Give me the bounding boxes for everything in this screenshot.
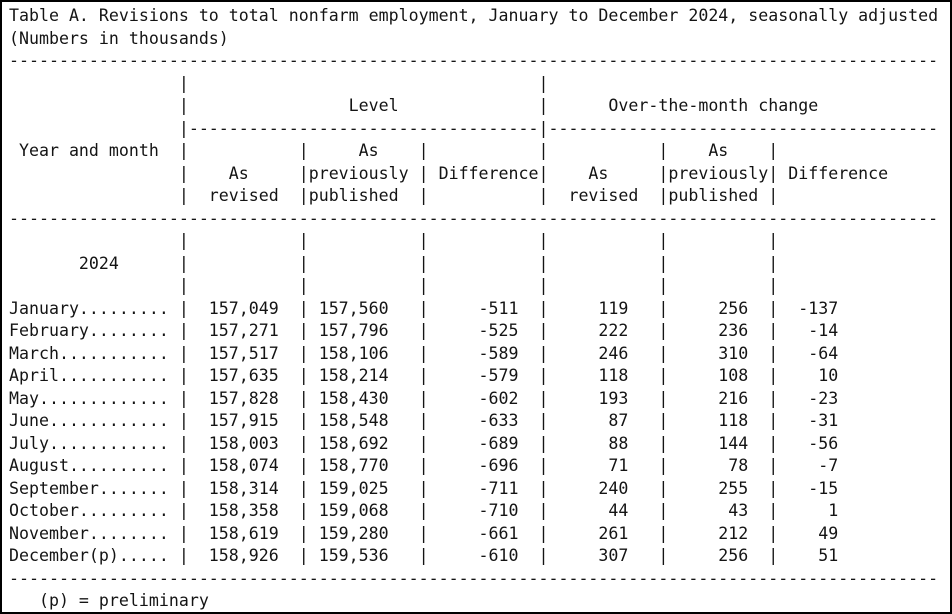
- year-row: 2024 | | | | | |: [9, 253, 779, 273]
- data-row-may: May............. | 157,828 | 158,430 | -…: [9, 388, 839, 408]
- separator-bottom: ----------------------------------------…: [9, 568, 939, 588]
- separator-top: ----------------------------------------…: [9, 51, 939, 70]
- data-row-january: January......... | 157,049 | 157,560 | -…: [9, 298, 839, 318]
- data-row-march: March........... | 157,517 | 158,106 | -…: [9, 343, 839, 363]
- footnote-line: (p) = preliminary: [9, 591, 209, 610]
- column-header-row-3: | revised |published | | revised |publis…: [9, 186, 779, 205]
- data-row-july: July............ | 158,003 | 158,692 | -…: [9, 433, 839, 453]
- data-row-august: August.......... | 158,074 | 158,770 | -…: [9, 456, 839, 475]
- data-row-september: September....... | 158,314 | 159,025 | -…: [9, 478, 839, 498]
- data-row-april: April........... | 157,635 | 158,214 | -…: [9, 366, 839, 385]
- title-line: Table A. Revisions to total nonfarm empl…: [9, 6, 939, 25]
- group-header-row: | Level | Over-the-month change: [9, 96, 819, 115]
- data-row-decemberp: December(p)..... | 158,926 | 159,536 | -…: [9, 546, 839, 565]
- column-header-row-1: Year and month | | As | | | As |: [9, 141, 779, 160]
- group-header-underline: |-----------------------------------|---…: [9, 118, 939, 138]
- grid-row-empty-1: | | | | | |: [9, 231, 779, 250]
- data-row-october: October......... | 158,358 | 159,068 | -…: [9, 501, 839, 520]
- data-row-february: February........ | 157,271 | 157,796 | -…: [9, 321, 839, 340]
- column-header-row-2: | As |previously | Difference| As |previ…: [9, 163, 889, 183]
- subtitle-line: (Numbers in thousands): [9, 28, 229, 48]
- grid-row-empty-2: | | | | | |: [9, 276, 779, 295]
- data-row-june: June............ | 157,915 | 158,548 | -…: [9, 411, 839, 430]
- separator-header: ----------------------------------------…: [9, 208, 939, 228]
- data-row-november: November........ | 158,619 | 159,280 | -…: [9, 523, 839, 543]
- group-header-spacer: | |: [9, 73, 549, 93]
